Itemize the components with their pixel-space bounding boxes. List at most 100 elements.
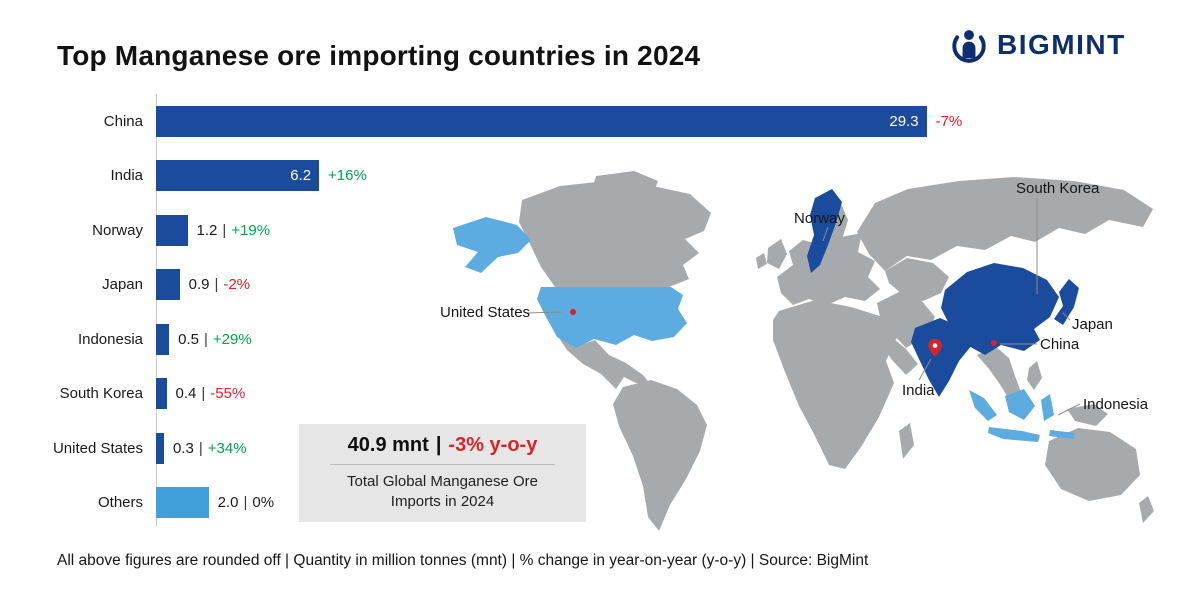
yoy-change-label: +34%	[207, 439, 247, 457]
brand-logo-text: BIGMINT	[997, 29, 1126, 60]
country-norway-shape	[807, 189, 842, 273]
summary-separator: |	[435, 433, 442, 456]
bar-track: 0.9 | -2%	[156, 269, 1089, 301]
bar-value-label: 0.4	[175, 385, 197, 403]
bar-track: 2.0 | 0%	[156, 487, 1089, 519]
map-label-india: India	[902, 382, 935, 399]
brand-logo: BIGMINT	[950, 26, 1126, 64]
bar-track: 0.5 | +29%	[156, 323, 1089, 355]
landmass-southeast-asia	[977, 346, 1021, 399]
bar-separator: |	[204, 330, 208, 348]
bar-value-label: 29.3	[889, 112, 919, 130]
bar-annotation: 0.5 | +29%	[178, 331, 252, 348]
bar-separator: |	[198, 439, 203, 457]
bar-track: 29.3 -7%	[156, 105, 1089, 137]
country-indonesia-java-shape	[988, 427, 1040, 442]
bar-separator: |	[222, 221, 227, 239]
landmass-australia	[1045, 428, 1140, 501]
landmass-arabia	[882, 334, 918, 375]
bar-japan	[156, 269, 180, 301]
bar-row: United States 0.3 | +34%	[9, 421, 1089, 476]
bar-category-label: Japan	[102, 276, 143, 294]
bar-track: 0.4 | -55%	[156, 378, 1089, 410]
chart-axis-line	[156, 94, 157, 526]
bar-category-label: India	[110, 167, 143, 185]
summary-headline: 40.9 mnt | -3% y-o-y	[348, 434, 538, 457]
summary-caption: Total Global Manganese Ore Imports in 20…	[347, 472, 538, 510]
yoy-change-label: 0%	[252, 494, 275, 512]
leader-united-states	[525, 311, 563, 314]
india-pin-center	[932, 343, 938, 348]
country-indonesia-borneo-shape	[1005, 389, 1035, 420]
bar-south-korea	[156, 378, 167, 410]
landmass-europe	[777, 233, 880, 305]
map-label-china: China	[1040, 336, 1080, 353]
leader-indonesia	[1057, 403, 1081, 416]
country-japan-shape	[1054, 279, 1079, 325]
bar-annotation: 1.2 | +19%	[197, 222, 271, 239]
country-south-korea-shape	[1030, 292, 1046, 317]
bar-chart: China 29.3 -7% India 6.2 +16% Norway 1.2 | +19% Ja…	[9, 94, 1089, 530]
bar-row: Norway 1.2 | +19%	[9, 203, 1089, 258]
bar-united-states	[156, 432, 164, 464]
bar-track: 6.2 +16%	[156, 160, 1089, 192]
bar-row: India 6.2 +16%	[9, 149, 1089, 204]
bar-indonesia	[156, 323, 170, 355]
bar-row: Indonesia 0.5 | +29%	[9, 312, 1089, 367]
bar-track: 1.2 | +19%	[156, 214, 1089, 246]
bar-row: South Korea 0.4 | -55%	[9, 367, 1089, 422]
bar-category-label: South Korea	[59, 385, 143, 403]
bar-value-label: 0.5	[178, 330, 199, 348]
country-china-shape	[941, 263, 1059, 355]
bar-chart-rows: China 29.3 -7% India 6.2 +16% Norway 1.2 | +19% Ja…	[9, 94, 1089, 530]
map-label-united-states: United States	[440, 304, 531, 321]
bar-category-label: United States	[52, 439, 143, 457]
summary-yoy-change: -3% y-o-y	[448, 433, 538, 456]
landmass-central-asia	[885, 258, 949, 301]
yoy-change-label: -2%	[223, 276, 251, 294]
landmass-canada	[519, 181, 711, 287]
bar-value-label: 6.2	[290, 167, 312, 185]
bar-annotation: 2.0 | 0%	[218, 494, 274, 511]
bar-value-label: 0.9	[188, 276, 210, 294]
map-label-japan: Japan	[1072, 316, 1113, 333]
bar-category-label: China	[103, 112, 143, 130]
page-title: Top Manganese ore importing countries in…	[57, 40, 701, 71]
bar-row: Japan 0.9 | -2%	[9, 258, 1089, 313]
bar-category-label: Others	[97, 494, 143, 512]
bar-separator: |	[214, 276, 219, 294]
bar-row: China 29.3 -7%	[9, 94, 1089, 149]
bar-value-label: 2.0	[217, 494, 239, 512]
yoy-change-label: +29%	[212, 330, 252, 348]
country-india-shape	[911, 318, 972, 397]
bar-annotation: +16%	[328, 167, 367, 184]
bar-value-label: 1.2	[196, 221, 218, 239]
continents-gray	[519, 171, 1154, 531]
yoy-change-label: +16%	[328, 167, 367, 185]
us-marker-dot-icon	[570, 309, 576, 315]
bar-row: Others 2.0 | 0%	[9, 476, 1089, 531]
brand-logo-icon	[952, 30, 986, 63]
world-map-svg	[453, 171, 1154, 531]
leader-japan	[1062, 312, 1071, 321]
country-indonesia-lesser-islands-shape	[1049, 430, 1075, 439]
yoy-change-label: -7%	[935, 112, 963, 130]
yoy-change-label: +19%	[231, 221, 271, 239]
bar-india: 6.2	[156, 160, 320, 192]
bar-value-label: 0.3	[173, 439, 194, 457]
landmass-central-america	[557, 335, 651, 389]
country-markers	[570, 309, 997, 357]
bar-track: 0.3 | +34%	[156, 432, 1089, 464]
country-alaska-shape	[453, 217, 531, 273]
summary-box: 40.9 mnt | -3% y-o-y Total Global Mangan…	[299, 424, 586, 522]
china-marker-dot-icon	[991, 340, 997, 346]
bar-separator: |	[201, 385, 206, 403]
bar-annotation: 0.3 | +34%	[173, 440, 247, 457]
leader-norway	[822, 226, 829, 242]
landmass-uk	[767, 239, 787, 269]
map-label-norway: Norway	[794, 210, 845, 227]
leader-india	[918, 358, 932, 381]
bar-norway	[156, 214, 188, 246]
bar-china: 29.3	[156, 105, 927, 137]
landmass-ireland	[756, 253, 767, 269]
